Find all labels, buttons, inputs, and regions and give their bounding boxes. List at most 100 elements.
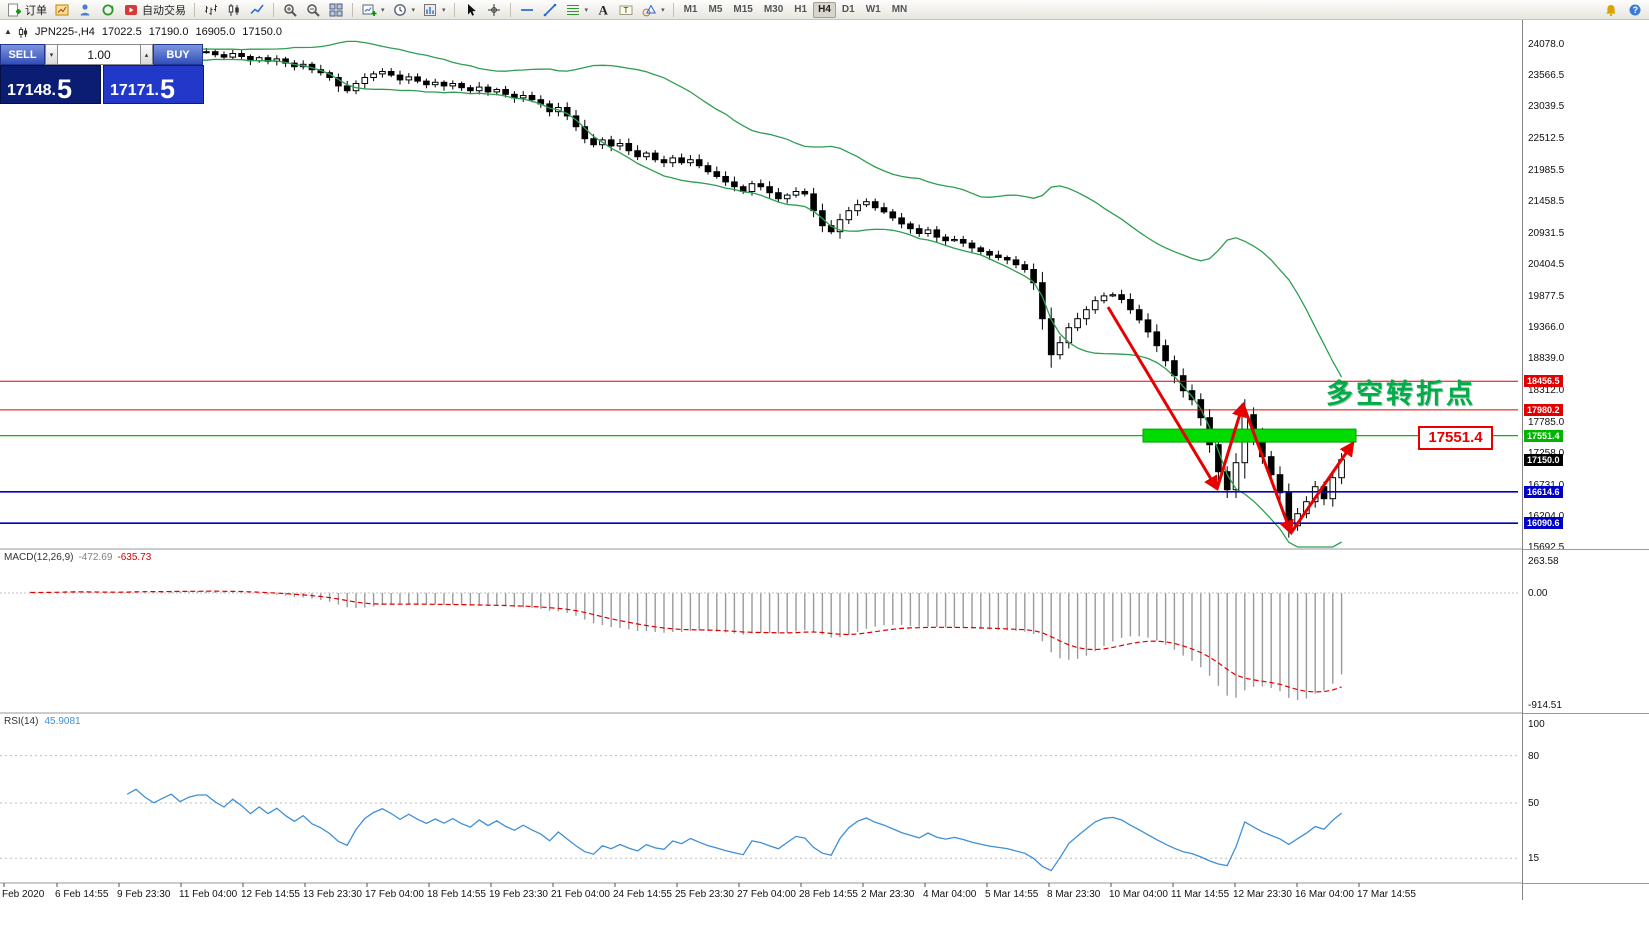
autotrading-button[interactable]: 自动交易	[120, 1, 189, 19]
timeframe-button-m15[interactable]: M15	[728, 2, 757, 18]
date-label: 21 Feb 04:00	[551, 889, 610, 900]
timeframe-button-mn[interactable]: MN	[887, 2, 913, 18]
timeframe-button-h1[interactable]: H1	[789, 2, 812, 18]
rsi-line	[126, 788, 1343, 872]
sell-price-display[interactable]: 17148. 5	[0, 65, 101, 104]
chart-window-icon[interactable]	[51, 1, 73, 19]
toolbar-separator	[194, 2, 195, 17]
toolbar: 订单 自动交易 ▾ ▾ ▾ ▾ A T ▾ M1 M5 M15 M30 H1 H4 D1 W1 MN?	[0, 0, 1649, 20]
rsi-name: RSI(14)	[4, 716, 39, 727]
indicators-button[interactable]: ▾	[358, 1, 388, 19]
price-axis-label: 23566.5	[1528, 69, 1565, 81]
buy-button[interactable]: BUY	[153, 44, 203, 65]
refresh-icon[interactable]	[97, 1, 119, 19]
buy-price-display[interactable]: 17171. 5	[103, 65, 204, 104]
date-label: 12 Feb 14:55	[241, 889, 300, 900]
date-label: 8 Mar 23:30	[1047, 889, 1101, 900]
trend-arrow	[1106, 306, 1219, 492]
timeframe-button-h4[interactable]: H4	[813, 1, 836, 18]
crosshair-button[interactable]	[483, 1, 505, 19]
date-label: 5 Mar 14:55	[985, 889, 1039, 900]
line-chart-button[interactable]	[246, 1, 268, 19]
volume-decrease-button[interactable]: ▾	[45, 44, 58, 65]
price-marker-tag: 16090.6	[1524, 517, 1563, 530]
macd-axis-label: 263.58	[1528, 555, 1559, 567]
fibonacci-button[interactable]: ▾	[562, 1, 592, 19]
panel-separator	[1523, 883, 1649, 884]
rsi-axis-label: 100	[1528, 719, 1545, 730]
price-marker-tag: 17150.0	[1524, 453, 1563, 466]
ohlc-high: 17190.0	[148, 26, 189, 38]
highlight-zone-rect	[1142, 428, 1357, 443]
macd-name: MACD(12,26,9)	[4, 552, 74, 563]
price-marker-tag: 17551.4	[1524, 429, 1563, 442]
price-axis-label: 18839.0	[1528, 353, 1565, 365]
text-label-button[interactable]: T	[615, 1, 637, 19]
cursor-button[interactable]	[460, 1, 482, 19]
timeframe-button-m5[interactable]: M5	[703, 2, 727, 18]
macd-axis-label: -914.51	[1528, 699, 1562, 711]
macd-axis-label: 0.00	[1528, 588, 1548, 599]
volume-increase-button[interactable]: ▴	[140, 44, 153, 65]
symbol-ohlc-info: JPN225-,H4 17022.5 17190.0 16905.0 17150…	[18, 26, 282, 38]
one-click-collapse-arrow[interactable]: ▲	[4, 27, 12, 36]
toolbar-separator	[352, 2, 353, 17]
macd-signal-line	[30, 590, 1342, 693]
date-label: 13 Feb 23:30	[303, 889, 362, 900]
price-axis-label: 15692.5	[1528, 542, 1565, 554]
bar-chart-button[interactable]	[200, 1, 222, 19]
rsi-value: 45.9081	[44, 716, 81, 727]
zoom-out-button[interactable]	[302, 1, 324, 19]
zoom-in-button[interactable]	[279, 1, 301, 19]
volume-input[interactable]	[58, 44, 140, 65]
trend-arrow	[1215, 401, 1247, 490]
tile-windows-button[interactable]	[325, 1, 347, 19]
price-marker-tag: 16614.6	[1524, 485, 1563, 498]
price-marker-tag: 17980.2	[1524, 403, 1563, 416]
candlestick-chart-button[interactable]	[223, 1, 245, 19]
date-label: 27 Feb 04:00	[737, 889, 796, 900]
ohlc-open: 17022.5	[101, 26, 142, 38]
period-button[interactable]: ▾	[389, 1, 419, 19]
date-label: 24 Feb 14:55	[613, 889, 672, 900]
chart-region: Feb 2020 6 Feb 14:55 9 Feb 23:30 11 Feb 04:…	[0, 20, 1522, 900]
macd-histogram	[29, 590, 1343, 700]
price-axis-label: 16204.0	[1528, 511, 1564, 522]
sell-button[interactable]: SELL	[0, 44, 45, 65]
date-label: 11 Mar 14:55	[1171, 889, 1230, 900]
shapes-button[interactable]: ▾	[638, 1, 668, 19]
date-label: 11 Feb 04:00	[179, 889, 238, 900]
profile-icon[interactable]	[74, 1, 96, 19]
price-axis-label: 20931.5	[1528, 227, 1565, 239]
template-button[interactable]: ▾	[419, 1, 449, 19]
toolbar-separator	[672, 2, 674, 17]
text-button[interactable]: A	[592, 1, 614, 19]
ohlc-low: 16905.0	[195, 26, 236, 38]
ohlc-close: 17150.0	[242, 26, 282, 38]
annotation-turning-point-text: 多空转折点	[1326, 379, 1476, 409]
timeframe-button-m30[interactable]: M30	[759, 2, 788, 18]
date-label: 4 Mar 04:00	[923, 889, 977, 900]
trendline-button[interactable]	[539, 1, 561, 19]
timeframe-button-d1[interactable]: D1	[837, 2, 860, 18]
price-chart-canvas[interactable]: Feb 2020 6 Feb 14:55 9 Feb 23:30 11 Feb 04:…	[0, 20, 1522, 900]
timeframe-button-w1[interactable]: W1	[861, 2, 886, 18]
candlestick-icon	[18, 26, 28, 38]
price-axis[interactable]: 24078.0 23566.5 23039.5 22512.5 21985.5 21458…	[1522, 20, 1649, 900]
price-callout-box: 17551.4	[1418, 426, 1493, 450]
alerts-button[interactable]	[1600, 1, 1622, 19]
svg-text:T: T	[624, 6, 629, 15]
timeframe-button-m1[interactable]: M1	[679, 2, 703, 18]
date-label: 9 Feb 23:30	[117, 889, 171, 900]
help-button[interactable]: ?	[1624, 1, 1646, 19]
hline-button[interactable]	[516, 1, 538, 19]
rsi-axis-label: 15	[1528, 853, 1540, 865]
sell-price-base: 17148.	[7, 82, 56, 100]
new-order-button[interactable]: 订单	[3, 1, 50, 19]
svg-text:A: A	[599, 2, 609, 17]
macd-signal-value: -635.73	[117, 552, 152, 563]
candles	[0, 45, 1345, 538]
bollinger-upper-band	[39, 40, 1343, 378]
date-label: 17 Feb 04:00	[365, 889, 424, 900]
